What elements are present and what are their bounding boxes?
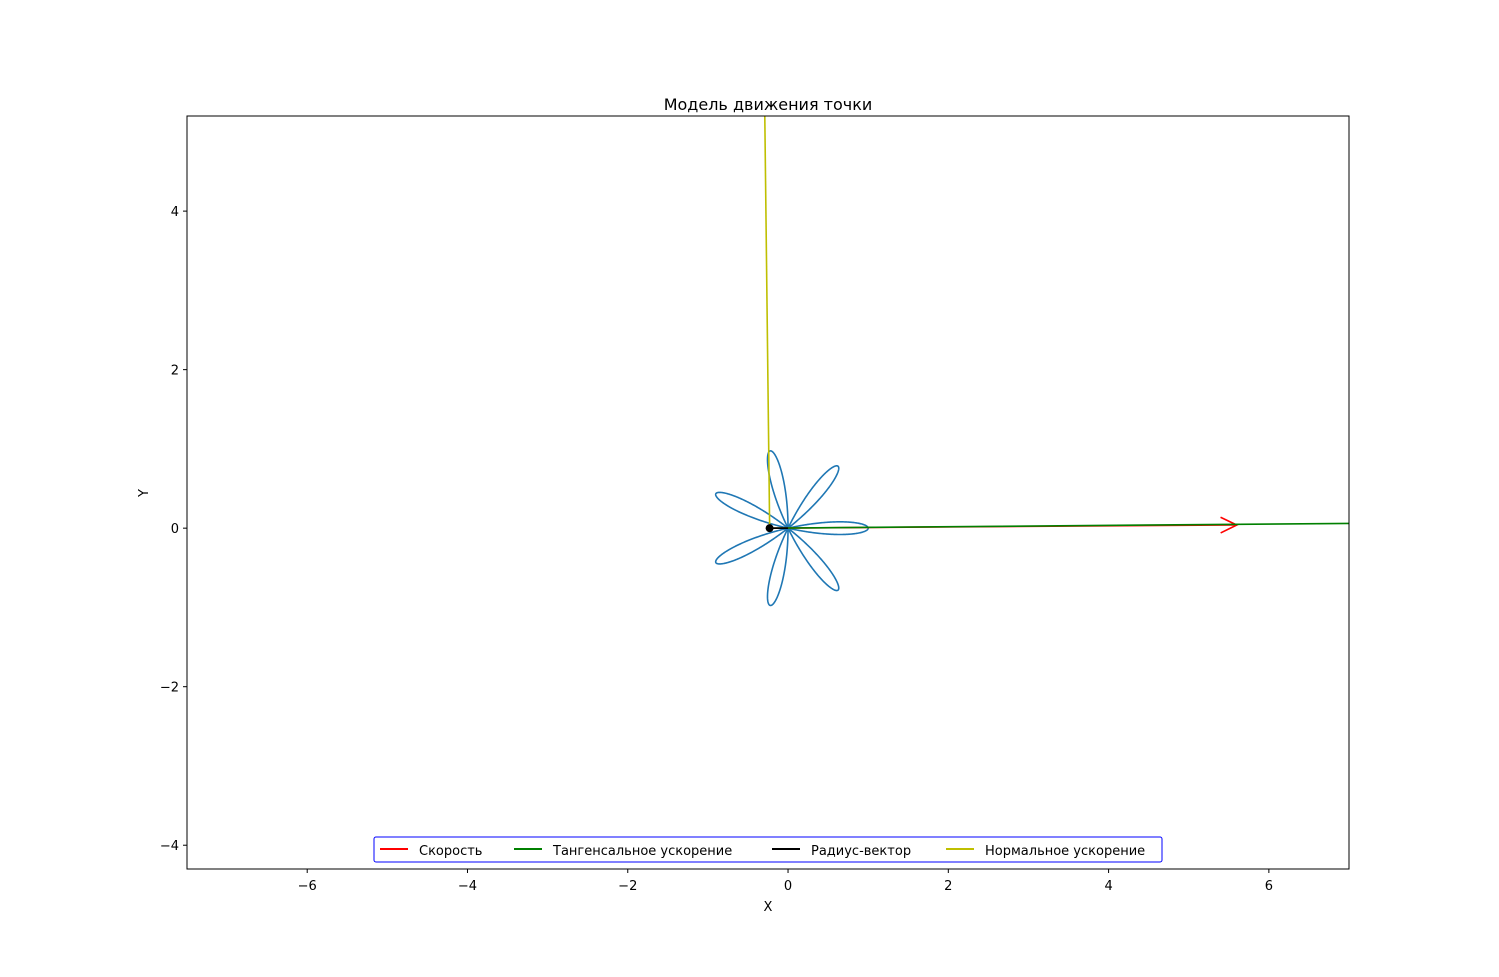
legend-box — [373, 836, 1163, 863]
legend-label: Нормальное ускорение — [985, 844, 1145, 859]
normal-acceleration-line — [763, 116, 771, 525]
x-tick-label: −4 — [458, 879, 477, 894]
legend-label: Скорость — [419, 844, 482, 859]
tangential-acceleration-line — [769, 522, 1349, 529]
moving-point — [765, 524, 774, 533]
plot-frame — [186, 115, 1350, 870]
legend-label: Радиус-вектор — [811, 844, 911, 859]
x-tick-label: 6 — [1265, 879, 1273, 894]
x-axis-label: X — [764, 900, 773, 915]
y-tick-label: −4 — [160, 839, 179, 854]
legend-label: Тангенсальное ускорение — [552, 844, 732, 859]
y-axis: −4 −2 0 2 4 — [160, 205, 187, 854]
x-axis: −6 −4 −2 0 2 4 6 — [298, 869, 1273, 894]
y-tick-label: 0 — [171, 522, 179, 537]
y-tick-label: −2 — [160, 681, 179, 696]
legend: Скорость Тангенсальное ускорение Радиус-ве… — [373, 836, 1163, 863]
x-tick-label: 0 — [784, 879, 792, 894]
chart-title: Модель движения точки — [664, 95, 873, 114]
x-tick-label: 2 — [944, 879, 952, 894]
x-tick-label: 4 — [1104, 879, 1112, 894]
x-tick-label: −6 — [298, 879, 317, 894]
x-tick-label: −2 — [618, 879, 637, 894]
data-layer — [714, 116, 1349, 607]
y-tick-label: 4 — [171, 205, 179, 220]
y-axis-label: Y — [137, 489, 152, 498]
y-tick-label: 2 — [171, 364, 179, 379]
